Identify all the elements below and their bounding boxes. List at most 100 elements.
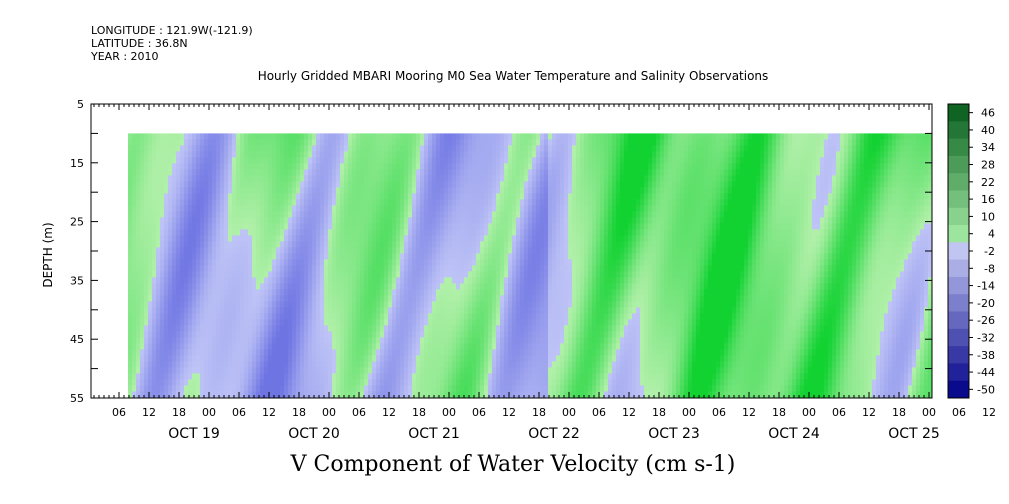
heatmap-cell	[252, 241, 257, 248]
heatmap-cell	[512, 385, 517, 392]
heatmap-cell	[540, 277, 545, 284]
heatmap-cell	[472, 295, 477, 302]
heatmap-cell	[276, 163, 281, 170]
heatmap-cell	[376, 259, 381, 266]
heatmap-cell	[296, 385, 301, 392]
heatmap-cell	[412, 169, 417, 176]
heatmap-cell	[132, 241, 137, 248]
heatmap-cell	[560, 271, 565, 278]
heatmap-cell	[512, 175, 517, 182]
heatmap-cell	[156, 307, 161, 314]
heatmap-cell	[488, 373, 493, 380]
heatmap-cell	[496, 301, 501, 308]
heatmap-cell	[196, 337, 201, 344]
heatmap-cell	[264, 175, 269, 182]
heatmap-cell	[384, 361, 389, 368]
heatmap-cell	[148, 385, 153, 392]
heatmap-cell	[340, 205, 345, 212]
heatmap-cell	[160, 319, 165, 326]
heatmap-cell	[312, 319, 317, 326]
heatmap-cell	[300, 259, 305, 266]
heatmap-cell	[512, 325, 517, 332]
heatmap-cell	[484, 325, 489, 332]
heatmap-cell	[388, 265, 393, 272]
heatmap-cell	[492, 289, 497, 296]
heatmap-cell	[244, 355, 249, 362]
heatmap-cell	[300, 379, 305, 386]
heatmap-cell	[184, 355, 189, 362]
heatmap-cell	[468, 133, 473, 140]
heatmap-cell	[364, 289, 369, 296]
heatmap-cell	[556, 235, 561, 242]
heatmap-cell	[176, 361, 181, 368]
heatmap-cell	[408, 367, 413, 374]
heatmap-cell	[528, 145, 533, 152]
heatmap-cell	[388, 151, 393, 158]
heatmap-cell	[480, 367, 485, 374]
heatmap-cell	[268, 193, 273, 200]
heatmap-cell	[320, 133, 325, 140]
heatmap-cell	[548, 247, 553, 254]
heatmap-cell	[208, 205, 213, 212]
heatmap-cell	[376, 193, 381, 200]
heatmap-cell	[512, 241, 517, 248]
heatmap-cell	[300, 169, 305, 176]
heatmap-cell	[144, 367, 149, 374]
heatmap-cell	[528, 163, 533, 170]
heatmap-cell	[452, 211, 457, 218]
heatmap-cell	[312, 343, 317, 350]
heatmap-cell	[556, 325, 561, 332]
heatmap-cell	[152, 199, 157, 206]
heatmap-cell	[484, 331, 489, 338]
heatmap-cell	[132, 199, 137, 206]
heatmap-cell	[568, 295, 573, 302]
heatmap-cell	[300, 187, 305, 194]
heatmap-cell	[488, 355, 493, 362]
heatmap-cell	[212, 175, 217, 182]
heatmap-cell	[132, 157, 137, 164]
heatmap-cell	[224, 151, 229, 158]
heatmap-cell	[464, 163, 469, 170]
heatmap-cell	[496, 157, 501, 164]
heatmap-cell	[280, 253, 285, 260]
heatmap-cell	[212, 145, 217, 152]
heatmap-cell	[204, 307, 209, 314]
heatmap-cell	[564, 223, 569, 230]
heatmap-cell	[276, 355, 281, 362]
heatmap-cell	[312, 181, 317, 188]
heatmap-cell	[428, 277, 433, 284]
heatmap-cell	[240, 277, 245, 284]
heatmap-cell	[364, 145, 369, 152]
heatmap-cell	[428, 211, 433, 218]
heatmap-cell	[148, 271, 153, 278]
heatmap-cell	[328, 175, 333, 182]
heatmap-cell	[560, 229, 565, 236]
heatmap-cell	[416, 187, 421, 194]
heatmap-cell	[440, 325, 445, 332]
heatmap-cell	[172, 349, 177, 356]
heatmap-cell	[432, 187, 437, 194]
heatmap-cell	[172, 241, 177, 248]
heatmap-cell	[496, 289, 501, 296]
heatmap-cell	[320, 205, 325, 212]
heatmap-cell	[252, 211, 257, 218]
heatmap-cell	[360, 271, 365, 278]
heatmap-cell	[536, 277, 541, 284]
heatmap-cell	[468, 271, 473, 278]
heatmap-cell	[140, 253, 145, 260]
heatmap-cell	[192, 379, 197, 386]
heatmap-cell	[164, 205, 169, 212]
heatmap-cell	[540, 151, 545, 158]
heatmap-cell	[228, 145, 233, 152]
heatmap-cell	[200, 205, 205, 212]
heatmap-cell	[360, 253, 365, 260]
heatmap-cell	[144, 361, 149, 368]
heatmap-cell	[268, 301, 273, 308]
heatmap-cell	[128, 187, 133, 194]
heatmap-cell	[208, 325, 213, 332]
heatmap-cell	[292, 253, 297, 260]
heatmap-cell	[344, 181, 349, 188]
heatmap-cell	[464, 283, 469, 290]
heatmap-cell	[148, 319, 153, 326]
heatmap-cell	[352, 331, 357, 338]
